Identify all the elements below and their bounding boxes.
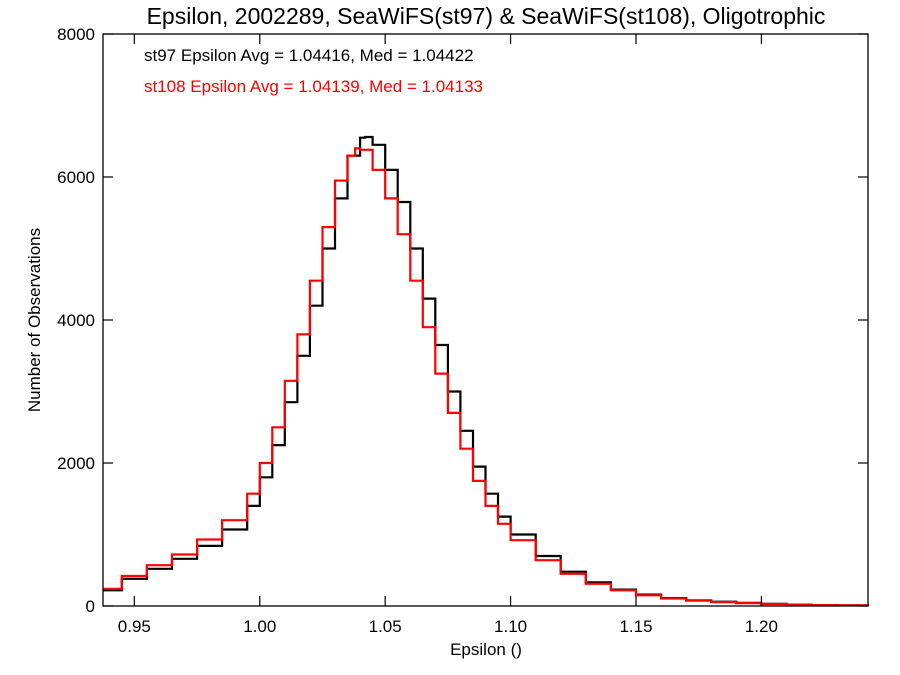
annotation-st97: st97 Epsilon Avg = 1.04416, Med = 1.0442… xyxy=(144,46,474,65)
series-layer xyxy=(103,135,870,607)
y-tick-label: 4000 xyxy=(57,311,95,330)
chart-title: Epsilon, 2002289, SeaWiFS(st97) & SeaWiF… xyxy=(147,3,826,29)
y-tick-label: 8000 xyxy=(57,25,95,44)
y-tick-label: 0 xyxy=(86,597,95,616)
x-axis-ticks: 0.95 1.00 1.05 1.10 1.15 1.20 xyxy=(118,34,778,636)
x-tick-label: 1.05 xyxy=(369,617,402,636)
series-st97-line xyxy=(103,135,870,607)
x-axis-label: Epsilon () xyxy=(450,640,522,659)
plot-area: 0.95 1.00 1.05 1.10 1.15 1.20 0 2000 4000 6000 80… xyxy=(57,25,870,636)
y-axis-ticks: 0 2000 4000 6000 8000 xyxy=(57,25,868,616)
y-tick-label: 6000 xyxy=(57,168,95,187)
x-tick-label: 1.15 xyxy=(619,617,652,636)
x-tick-label: 1.00 xyxy=(243,617,276,636)
x-tick-label: 1.10 xyxy=(494,617,527,636)
y-tick-label: 2000 xyxy=(57,454,95,473)
series-st108-line xyxy=(103,147,870,607)
x-tick-label: 1.20 xyxy=(745,617,778,636)
plot-frame xyxy=(102,33,869,607)
annotation-st108: st108 Epsilon Avg = 1.04139, Med = 1.041… xyxy=(144,77,483,96)
y-axis-label: Number of Observations xyxy=(25,228,44,412)
x-tick-label: 0.95 xyxy=(118,617,151,636)
